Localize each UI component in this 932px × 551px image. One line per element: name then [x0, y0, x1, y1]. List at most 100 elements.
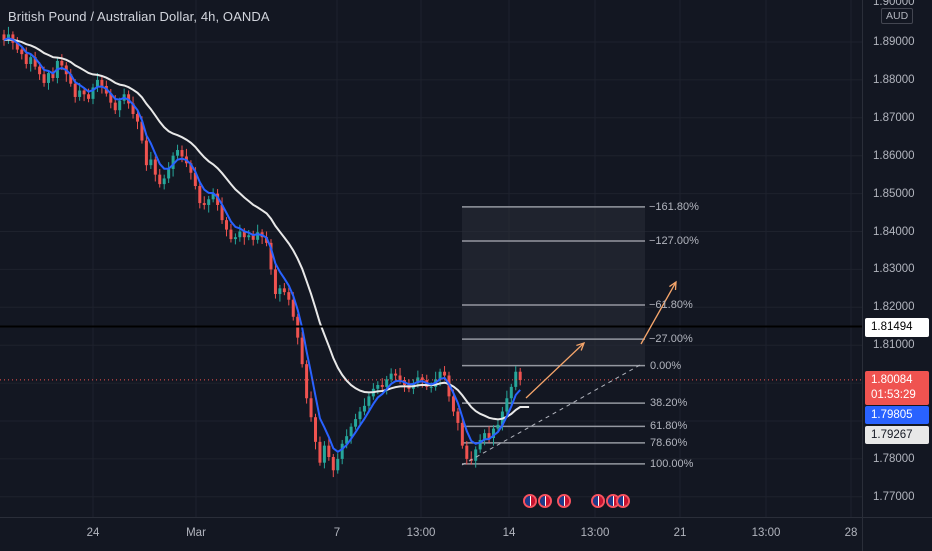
- candle-body: [376, 384, 380, 389]
- candle-body: [198, 186, 202, 204]
- gbp-aud-flag-icon[interactable]: [538, 494, 552, 508]
- candle-body: [51, 73, 55, 79]
- candle-body: [487, 433, 491, 439]
- last-price-value: 1.80084: [871, 374, 913, 386]
- candle-body: [47, 73, 50, 83]
- time-tick-label: Mar: [186, 527, 206, 539]
- candle-body: [416, 377, 420, 384]
- price-chart[interactable]: [0, 0, 862, 517]
- candle-body: [136, 114, 139, 122]
- candle-body: [380, 384, 384, 387]
- candle-body: [269, 242, 273, 270]
- slow-ma-price-tag: 1.79267: [865, 426, 929, 444]
- candle-body: [100, 79, 104, 86]
- candle-body: [158, 174, 162, 185]
- candle-body: [496, 424, 500, 429]
- gbp-aud-flag-icon[interactable]: [616, 494, 630, 508]
- bar-countdown-timer: 01:53:29: [871, 389, 916, 401]
- horizontal-line-price-tag: 1.81494: [865, 318, 929, 337]
- candle-body: [340, 443, 344, 459]
- gbp-aud-flag-icon[interactable]: [591, 494, 605, 508]
- candle-body: [291, 299, 295, 317]
- candle-body: [238, 231, 242, 238]
- candle-body: [42, 74, 46, 83]
- candle-body: [211, 193, 215, 200]
- fib-level-label: −161.80%: [649, 200, 699, 213]
- price-tick-label: 1.83000: [873, 263, 915, 276]
- candle-body: [456, 411, 460, 423]
- candle-body: [478, 439, 482, 450]
- candle-body: [287, 292, 291, 300]
- candle-body: [180, 150, 184, 157]
- fib-level-label: 78.60%: [650, 436, 688, 449]
- candle-body: [193, 172, 197, 187]
- fib-level-label: −61.80%: [649, 299, 693, 311]
- candle-body: [73, 83, 77, 97]
- candle-body: [20, 49, 24, 55]
- candle-body: [251, 235, 255, 240]
- candle-body: [273, 269, 277, 295]
- dashed-trend-line: [461, 364, 641, 466]
- fib-level-label: −127.00%: [649, 235, 699, 247]
- candle-body: [95, 79, 99, 88]
- projection-arrow-short-head: [576, 341, 586, 351]
- candle-body: [349, 426, 353, 437]
- candle-body: [420, 377, 424, 381]
- time-tick-label: 13:00: [406, 527, 436, 539]
- price-tick-label: 1.86000: [873, 149, 915, 162]
- price-tick-label: 1.87000: [873, 111, 915, 124]
- candle-body: [318, 441, 322, 463]
- candle-body: [509, 386, 513, 399]
- price-axis-top-cut-label: 1.90000: [873, 0, 915, 8]
- candle-body: [24, 54, 28, 64]
- candle-body: [345, 436, 349, 444]
- fib-level-label: −27.00%: [649, 333, 693, 346]
- candle-body: [474, 449, 478, 461]
- time-tick-label: 13:00: [580, 527, 610, 539]
- candle-body: [278, 288, 282, 295]
- candle-body: [438, 371, 442, 380]
- gbp-aud-flag-icon[interactable]: [523, 494, 537, 508]
- gbp-aud-flag-icon[interactable]: [557, 494, 571, 508]
- chart-legend-title[interactable]: British Pound / Australian Dollar, 4h, O…: [8, 9, 270, 24]
- candle-body: [216, 193, 220, 205]
- candle-body: [162, 178, 166, 185]
- last-price-tag: 1.80084 01:53:29: [865, 371, 929, 405]
- candle-body: [389, 373, 393, 380]
- candle-body: [167, 168, 171, 179]
- candle-body: [60, 60, 64, 66]
- candle-body: [15, 42, 19, 50]
- candle-body: [247, 235, 251, 238]
- projection-arrow-long: [640, 281, 677, 345]
- time-axis[interactable]: 24 Mar 7 13:00 14 13:00 21 13:00 28: [0, 517, 862, 551]
- candle-body: [256, 232, 260, 240]
- candle-body: [78, 90, 82, 97]
- candle-body: [109, 93, 113, 103]
- time-tick-label: 13:00: [751, 527, 781, 539]
- candle-body: [171, 155, 175, 169]
- candle-body: [362, 405, 366, 412]
- candle-body: [69, 74, 73, 84]
- price-tick-label: 1.85000: [873, 187, 915, 200]
- time-tick-label: 7: [333, 527, 341, 539]
- fib-level-label: 38.20%: [650, 397, 688, 410]
- candle-body: [314, 417, 317, 442]
- price-axis[interactable]: 1.90000 AUD 1.89000 1.88000 1.87000 1.86000…: [862, 0, 932, 517]
- candle-body: [87, 94, 91, 99]
- candle-body: [429, 386, 433, 388]
- fast-ma-price-tag: 1.79805: [865, 406, 929, 424]
- candle-body: [443, 371, 447, 376]
- candle-body: [398, 375, 402, 381]
- candle-body: [207, 199, 211, 205]
- fib-level-label: 61.80%: [650, 420, 688, 433]
- price-tick-label: 1.77000: [873, 490, 915, 503]
- candle-body: [367, 396, 371, 406]
- fast-moving-average-line: [3, 37, 521, 454]
- candle-body: [385, 379, 389, 387]
- candle-body: [11, 34, 15, 43]
- candle-body: [113, 102, 117, 111]
- candle-body: [242, 231, 246, 238]
- currency-unit-button[interactable]: AUD: [881, 8, 914, 24]
- candle-body: [483, 433, 487, 440]
